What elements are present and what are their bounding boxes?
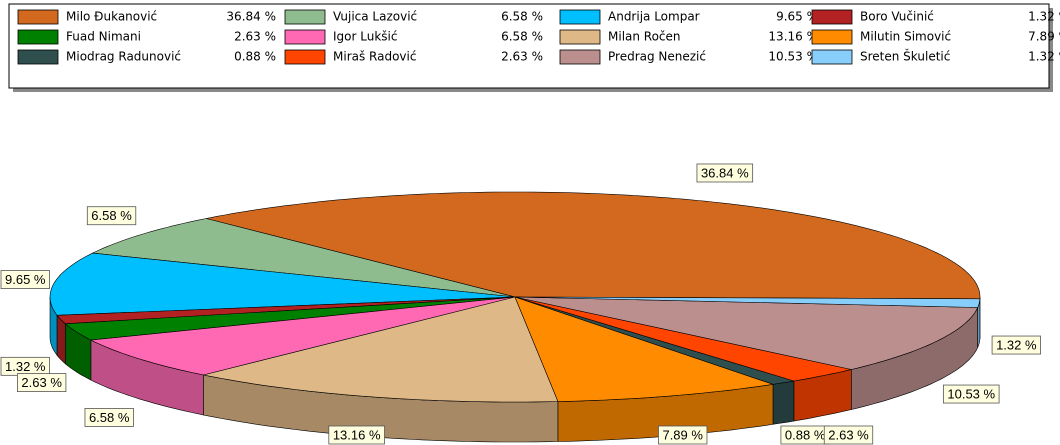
legend-value: 2.63 % (501, 50, 543, 64)
data-label-box (17, 373, 67, 393)
data-label: 7.89 % (662, 427, 703, 442)
legend-label: Miraš Radović (333, 50, 416, 64)
slice (514, 296, 981, 308)
legend-value: 6.58 % (501, 10, 543, 24)
slice (89, 296, 516, 376)
data-label-box (991, 335, 1041, 355)
data-label-box (0, 270, 50, 289)
data-label: 0.88 % (785, 427, 826, 442)
legend-value: 6.58 % (501, 30, 543, 44)
legend-swatch (559, 49, 601, 65)
slice (514, 296, 774, 402)
legend-label: Milan Ročen (608, 30, 681, 44)
legend-label: Vujica Lazović (333, 10, 417, 24)
legend-swatch (284, 9, 326, 25)
legend-swatch (811, 9, 853, 25)
data-label: 1.32 % (5, 359, 46, 374)
data-label: 2.63 % (21, 375, 62, 390)
data-label: 6.58 % (89, 410, 130, 425)
legend-value: 7.89 % (1028, 30, 1060, 44)
legend-label: Fuad Nimani (66, 30, 141, 44)
legend-swatch (284, 29, 326, 45)
legend-swatch (17, 49, 59, 65)
legend-value: 13.16 % (768, 30, 818, 44)
data-label: 2.63 % (828, 427, 869, 442)
data-label-box (328, 425, 385, 445)
slice (91, 218, 516, 298)
legend-swatch (811, 29, 853, 45)
legend-label: Predrag Nenezić (608, 50, 706, 64)
legend-value: 2.63 % (234, 30, 276, 44)
legend-swatch (17, 29, 59, 45)
data-label: 10.53 % (947, 386, 995, 401)
legend-value: 1.32 % (1028, 50, 1060, 64)
legend-swatch (811, 49, 853, 65)
legend-label: Boro Vučinić (860, 10, 934, 24)
legend-label: Igor Lukšić (333, 30, 397, 44)
legend-swatch (284, 49, 326, 65)
slice (514, 296, 979, 370)
legend-value: 10.53 % (768, 50, 818, 64)
legend-swatch (559, 29, 601, 45)
slice (203, 296, 559, 403)
legend-swatch (17, 9, 59, 25)
data-label-box (696, 163, 754, 183)
legend-swatch (559, 9, 601, 25)
data-label: 36.84 % (701, 165, 749, 180)
legend-value: 9.65 % (776, 10, 818, 24)
slice (64, 296, 516, 341)
data-label-box (84, 408, 134, 427)
legend-box (8, 3, 1050, 89)
data-label-box (658, 425, 708, 445)
legend-label: Sreten Škuletić (860, 49, 950, 64)
slice-side (772, 380, 795, 425)
data-label: 1.32 % (996, 337, 1037, 352)
data-label: 9.65 % (5, 272, 46, 287)
data-label-box (942, 384, 1000, 404)
slice (49, 252, 516, 316)
legend-label: Andrija Lompar (608, 10, 700, 24)
slice (206, 191, 981, 300)
data-label: 6.58 % (91, 208, 132, 223)
legend-label: Milo Đukanović (66, 10, 157, 24)
legend-value: 36.84 % (226, 10, 276, 24)
legend-label: Miodrag Radunović (66, 50, 181, 64)
legend-value: 0.88 % (234, 50, 276, 64)
data-label: 13.16 % (333, 427, 381, 442)
slice (514, 296, 852, 382)
data-label-box (823, 425, 874, 445)
data-label-box (86, 206, 137, 226)
legend-label: Milutin Simović (860, 30, 951, 44)
legend-value: 1.32 % (1028, 10, 1060, 24)
